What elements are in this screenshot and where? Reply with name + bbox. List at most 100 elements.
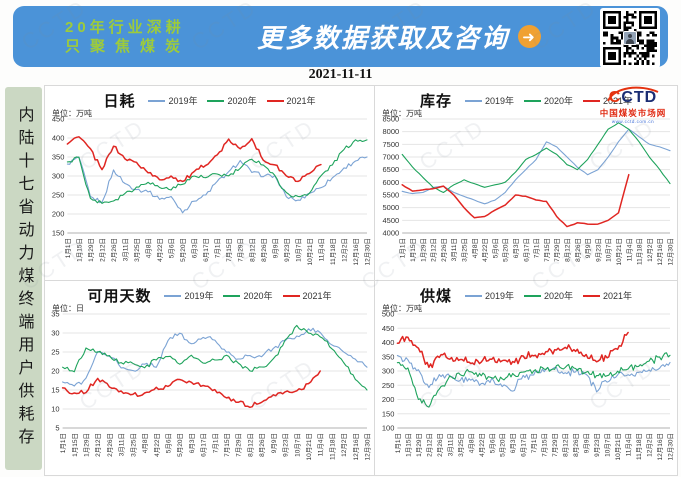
svg-text:6月17日: 6月17日 (202, 238, 210, 262)
svg-text:1月15日: 1月15日 (75, 238, 83, 262)
legend-item-2019: 2019年 (164, 289, 213, 302)
svg-text:7月29日: 7月29日 (553, 238, 561, 262)
legend-item-2019: 2019年 (464, 289, 514, 302)
svg-text:10月7日: 10月7日 (294, 238, 302, 262)
svg-text:8月12日: 8月12日 (248, 238, 256, 262)
svg-text:30: 30 (51, 329, 59, 338)
legend-label: 2019年 (484, 96, 514, 106)
svg-text:3月11日: 3月11日 (446, 433, 454, 456)
svg-text:9月23日: 9月23日 (593, 433, 601, 457)
svg-text:8月26日: 8月26日 (260, 238, 268, 262)
svg-text:11月18日: 11月18日 (328, 433, 336, 460)
svg-text:1月1日: 1月1日 (399, 238, 407, 258)
legend-swatch-2020 (223, 294, 241, 297)
svg-text:100: 100 (382, 424, 395, 433)
svg-text:8月12日: 8月12日 (562, 433, 570, 457)
cctd-logo: CCTD 中国煤炭市场网 www.cctd.com.cn (594, 86, 672, 124)
svg-text:5000: 5000 (383, 203, 400, 212)
svg-text:5月6日: 5月6日 (164, 433, 172, 453)
svg-text:8月12日: 8月12日 (564, 238, 572, 262)
legend-swatch-2019 (464, 99, 482, 102)
qr-avatar (623, 31, 637, 45)
svg-text:1月29日: 1月29日 (83, 433, 91, 457)
svg-text:1月1日: 1月1日 (64, 238, 72, 258)
svg-text:12月16日: 12月16日 (656, 238, 664, 265)
legend-label: 2019年 (184, 291, 214, 301)
svg-text:12月2日: 12月2日 (340, 433, 348, 457)
qr-code (600, 8, 660, 68)
chart-title: 日耗 (103, 93, 136, 110)
cctd-letters-ctd: CTD (621, 89, 658, 106)
svg-text:450: 450 (52, 115, 65, 124)
svg-text:1月29日: 1月29日 (415, 433, 423, 457)
cctd-logo-word: CCTD (594, 86, 672, 107)
legend-item-2021: 2021年 (266, 94, 316, 107)
svg-text:2月26日: 2月26日 (110, 238, 118, 262)
svg-text:5月20日: 5月20日 (502, 238, 510, 262)
svg-text:3月11日: 3月11日 (122, 238, 130, 261)
svg-text:9月9日: 9月9日 (271, 238, 279, 258)
svg-text:2月12日: 2月12日 (425, 433, 433, 457)
svg-text:4月8日: 4月8日 (467, 433, 475, 453)
svg-text:9月9日: 9月9日 (584, 238, 592, 258)
legend-label: 2019年 (484, 291, 514, 301)
svg-text:6月17日: 6月17日 (200, 433, 208, 457)
svg-text:6月3日: 6月3日 (509, 433, 517, 453)
chart-legend: 2019年 2020年 2021年 (148, 94, 316, 107)
svg-text:4月8日: 4月8日 (141, 433, 149, 453)
svg-text:9月9日: 9月9日 (583, 433, 591, 453)
line-chart: 4000 4500 5000 5500 6000 6500 7000 7500 8000 8500… (383, 115, 675, 266)
svg-text:4月22日: 4月22日 (153, 433, 161, 457)
header-banner: 20年行业深耕 只聚焦煤炭 更多数据获取及咨询 ➜ (13, 6, 668, 68)
sidebar-title-text: 内陆十七省动力煤终端用户供耗存 (15, 106, 33, 451)
svg-text:4月22日: 4月22日 (481, 238, 489, 262)
svg-text:7月1日: 7月1日 (533, 238, 541, 258)
svg-text:3月25日: 3月25日 (129, 433, 137, 457)
legend-label: 2021年 (603, 291, 633, 301)
svg-text:250: 250 (52, 191, 65, 200)
svg-text:15: 15 (51, 386, 59, 395)
unit-label: 单位：万吨 (382, 304, 422, 313)
svg-text:10月7日: 10月7日 (293, 433, 301, 457)
svg-text:7月15日: 7月15日 (223, 433, 231, 457)
svg-text:11月18日: 11月18日 (636, 238, 644, 265)
chart-header: 日耗 2019年 2020年 2021年 (45, 90, 374, 111)
svg-text:6月17日: 6月17日 (520, 433, 528, 457)
svg-text:8月12日: 8月12日 (246, 433, 254, 457)
svg-text:1月15日: 1月15日 (409, 238, 417, 262)
svg-text:9月23日: 9月23日 (282, 433, 290, 457)
legend-item-2020: 2020年 (207, 94, 257, 107)
svg-text:10月7日: 10月7日 (605, 238, 613, 262)
svg-text:11月4日: 11月4日 (317, 238, 325, 261)
svg-text:7月29日: 7月29日 (551, 433, 559, 457)
svg-text:9月23日: 9月23日 (594, 238, 602, 262)
line-chart: 5 10 15 20 25 30 35 1月1日 1月15日 1月29日 2月12日 2月26日 3月1… (51, 310, 371, 461)
svg-text:450: 450 (382, 324, 395, 333)
legend-label: 2020年 (543, 96, 574, 106)
svg-text:12月30日: 12月30日 (667, 433, 675, 460)
svg-text:7月29日: 7月29日 (237, 238, 245, 262)
svg-text:350: 350 (382, 352, 395, 361)
chart-panel-daily-consumption: 日耗 2019年 2020年 2021年 单位：万吨 150 200 250 300 3… (45, 86, 374, 280)
slogan-line-1: 20年行业深耕 (65, 18, 185, 36)
svg-text:5500: 5500 (383, 191, 400, 200)
svg-text:7月1日: 7月1日 (530, 433, 538, 453)
svg-text:10月21日: 10月21日 (305, 433, 313, 460)
legend-label: 2020年 (543, 291, 574, 301)
svg-text:2月26日: 2月26日 (440, 238, 448, 262)
legend-swatch-2019 (148, 99, 166, 102)
svg-text:1月1日: 1月1日 (59, 433, 67, 453)
chart-legend: 2019年 2020年 2021年 (464, 289, 633, 302)
svg-text:6月3日: 6月3日 (191, 238, 199, 258)
svg-text:2月12日: 2月12日 (94, 433, 102, 457)
svg-text:10月21日: 10月21日 (615, 238, 623, 265)
svg-text:2月12日: 2月12日 (98, 238, 106, 262)
svg-text:500: 500 (382, 310, 395, 319)
legend-item-2020: 2020年 (523, 94, 574, 107)
svg-text:7月15日: 7月15日 (541, 433, 549, 457)
legend-swatch-2019 (464, 294, 482, 297)
svg-text:400: 400 (52, 134, 65, 143)
legend-label: 2021年 (286, 96, 316, 106)
legend-swatch-2021 (282, 294, 300, 297)
